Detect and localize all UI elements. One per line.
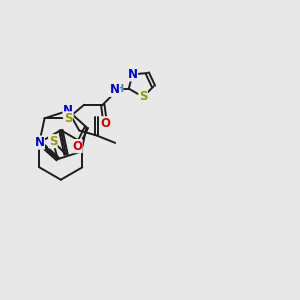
Text: O: O <box>72 140 82 153</box>
Text: O: O <box>100 117 110 130</box>
Text: N: N <box>110 83 119 96</box>
Text: N: N <box>63 104 73 117</box>
Text: S: S <box>64 112 72 125</box>
Text: H: H <box>115 84 123 94</box>
Text: N: N <box>128 68 138 81</box>
Text: N: N <box>34 136 44 149</box>
Text: S: S <box>139 90 147 104</box>
Text: S: S <box>49 135 57 148</box>
